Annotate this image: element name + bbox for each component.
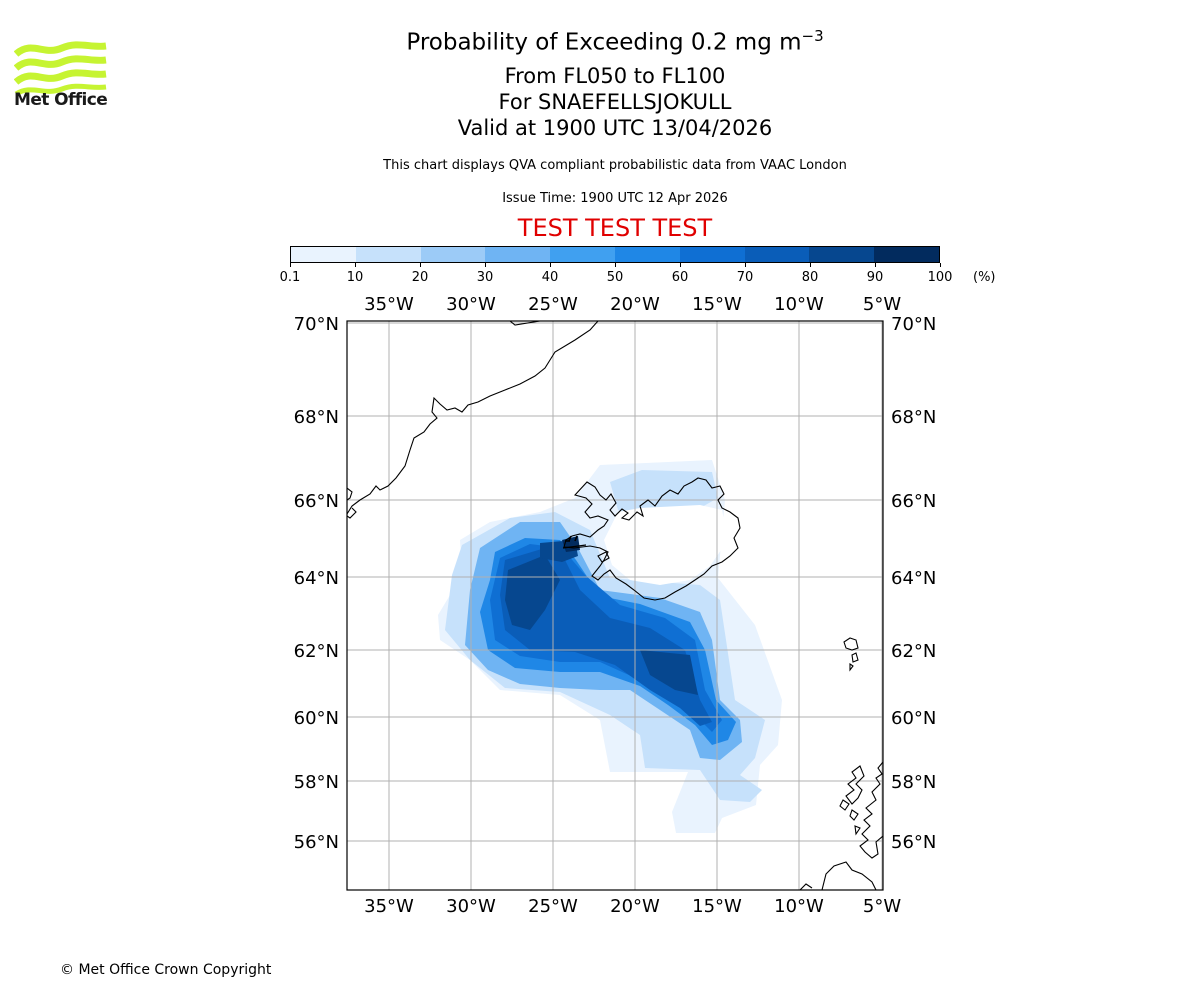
met-office-logo-text: Met Office bbox=[14, 90, 108, 110]
colorbar-tick-label: 0.1 bbox=[279, 270, 301, 285]
colorbar-tick-mark bbox=[745, 263, 746, 267]
colorbar-segment bbox=[809, 247, 875, 262]
colorbar-tick-mark bbox=[615, 263, 616, 267]
faroe-coastline bbox=[843, 637, 859, 672]
longitude-label-bottom: 10°W bbox=[774, 896, 824, 917]
longitude-label-bottom: 15°W bbox=[692, 896, 742, 917]
colorbar-tick-label: 70 bbox=[736, 270, 754, 285]
longitude-label-bottom: 30°W bbox=[446, 896, 496, 917]
colorbar-tick-label: 80 bbox=[801, 270, 819, 285]
colorbar-segment bbox=[485, 247, 551, 262]
longitude-label-top: 30°W bbox=[446, 294, 496, 315]
longitude-label-top: 20°W bbox=[610, 294, 660, 315]
longitude-label-bottom: 5°W bbox=[863, 896, 901, 917]
met-office-logo-icon bbox=[14, 41, 107, 97]
copyright-notice: © Met Office Crown Copyright bbox=[60, 962, 272, 978]
chart-title: Probability of Exceeding 0.2 mg m−3 bbox=[0, 27, 1200, 56]
colorbar-segment bbox=[614, 247, 680, 262]
colorbar-segment bbox=[420, 247, 486, 262]
probability-contour bbox=[505, 555, 560, 630]
latitude-label-left: 68°N bbox=[294, 407, 339, 428]
latitude-label-right: 62°N bbox=[891, 641, 936, 662]
colorbar-segment bbox=[874, 247, 939, 262]
iceland-coastline bbox=[563, 477, 741, 601]
longitude-label-bottom: 20°W bbox=[610, 896, 660, 917]
longitude-label-top: 10°W bbox=[774, 294, 824, 315]
colorbar-tick-label: 90 bbox=[866, 270, 884, 285]
probability-colorbar bbox=[290, 246, 940, 263]
latitude-label-right: 56°N bbox=[891, 832, 936, 853]
colorbar-tick-label: 50 bbox=[606, 270, 624, 285]
scotland-coastline bbox=[859, 761, 883, 859]
coastlines bbox=[347, 321, 883, 890]
source-volcano: For SNAEFELLSJOKULL bbox=[498, 90, 732, 114]
colorbar-segment bbox=[291, 247, 356, 262]
colorbar-tick-label: 10 bbox=[346, 270, 364, 285]
test-banner: TEST TEST TEST bbox=[517, 214, 713, 242]
longitude-label-top: 25°W bbox=[528, 294, 578, 315]
colorbar-tick-mark bbox=[940, 263, 941, 267]
colorbar-tick-label: 30 bbox=[476, 270, 494, 285]
colorbar-tick-mark bbox=[810, 263, 811, 267]
latitude-label-left: 58°N bbox=[294, 772, 339, 793]
colorbar-segment bbox=[355, 247, 421, 262]
colorbar-tick-mark bbox=[550, 263, 551, 267]
latitude-label-left: 56°N bbox=[294, 832, 339, 853]
latitude-label-left: 62°N bbox=[294, 641, 339, 662]
longitude-label-top: 15°W bbox=[692, 294, 742, 315]
latitude-label-right: 60°N bbox=[891, 708, 936, 729]
latitude-label-left: 64°N bbox=[294, 568, 339, 589]
colorbar-tick-label: 100 bbox=[927, 270, 953, 285]
colorbar-tick-mark bbox=[290, 263, 291, 267]
latitude-label-right: 64°N bbox=[891, 568, 936, 589]
colorbar-unit: (%) bbox=[973, 270, 996, 285]
latitude-label-left: 60°N bbox=[294, 708, 339, 729]
valid-time: Valid at 1900 UTC 13/04/2026 bbox=[457, 116, 773, 140]
chart-title-superscript: −3 bbox=[801, 27, 824, 45]
flight-level-range: From FL050 to FL100 bbox=[504, 64, 726, 88]
issue-time: Issue Time: 1900 UTC 12 Apr 2026 bbox=[502, 191, 728, 206]
colorbar-tick-mark bbox=[680, 263, 681, 267]
latitude-label-left: 66°N bbox=[294, 491, 339, 512]
latitude-label-left: 70°N bbox=[294, 314, 339, 335]
colorbar-tick-label: 60 bbox=[671, 270, 689, 285]
colorbar-segment bbox=[550, 247, 615, 262]
colorbar-tick-label: 40 bbox=[541, 270, 559, 285]
map-frame bbox=[346, 320, 884, 891]
gridlines bbox=[347, 321, 883, 890]
colorbar-segment bbox=[679, 247, 745, 262]
chart-description: This chart displays QVA compliant probab… bbox=[383, 158, 847, 173]
chart-title-text: Probability of Exceeding 0.2 mg m bbox=[406, 29, 802, 56]
colorbar-tick-mark bbox=[485, 263, 486, 267]
colorbar-segment bbox=[744, 247, 810, 262]
latitude-label-right: 68°N bbox=[891, 407, 936, 428]
volcano-marker-icon bbox=[562, 535, 587, 549]
longitude-label-top: 35°W bbox=[364, 294, 414, 315]
longitude-label-top: 5°W bbox=[863, 294, 901, 315]
colorbar-tick-mark bbox=[355, 263, 356, 267]
longitude-label-bottom: 25°W bbox=[528, 896, 578, 917]
colorbar-tick-mark bbox=[420, 263, 421, 267]
axis-labels: 35°W 35°W 30°W 30°W 25°W 25°W 20°W 20°W 15°W 15°W… bbox=[294, 294, 937, 917]
latitude-label-right: 66°N bbox=[891, 491, 936, 512]
latitude-label-right: 58°N bbox=[891, 772, 936, 793]
probability-contour bbox=[640, 650, 698, 695]
colorbar-tick-label: 20 bbox=[411, 270, 429, 285]
latitude-label-right: 70°N bbox=[891, 314, 936, 335]
probability-field bbox=[438, 460, 782, 833]
longitude-label-bottom: 35°W bbox=[364, 896, 414, 917]
greenland-coastline bbox=[347, 321, 599, 519]
colorbar-tick-mark bbox=[875, 263, 876, 267]
